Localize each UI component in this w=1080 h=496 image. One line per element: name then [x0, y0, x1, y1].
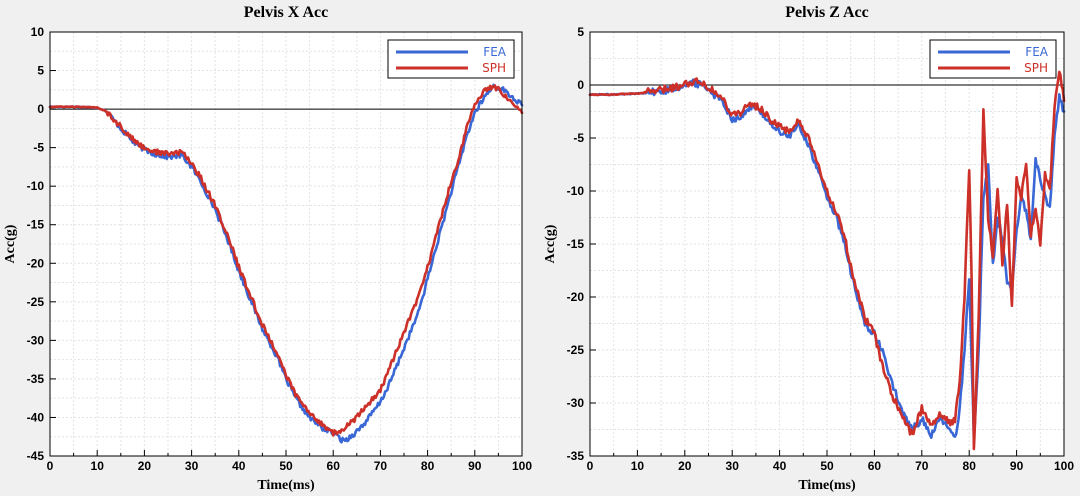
legend: FEA SPH: [929, 39, 1057, 79]
y-tick-label: -35: [567, 449, 585, 463]
legend: FEA SPH: [387, 39, 515, 79]
chart-title: Pelvis X Acc: [244, 4, 328, 21]
y-tick-label: 5: [577, 25, 584, 39]
chart-title: Pelvis Z Acc: [785, 4, 869, 21]
y-tick-label: -45: [27, 449, 45, 463]
series-line-sph: [48, 84, 524, 437]
x-tick-label: 90: [1010, 459, 1024, 473]
y-tick-label: -20: [567, 290, 585, 304]
x-tick-label: 40: [773, 459, 787, 473]
y-axis-label: Acc(g): [3, 224, 18, 263]
x-axis-label: Time(ms): [257, 478, 315, 493]
legend-box: [929, 39, 1057, 79]
legend-label-sph: SPH: [1024, 61, 1048, 75]
y-axis-label: Acc(g): [543, 224, 558, 263]
y-tick-label: -20: [27, 256, 45, 270]
y-tick-label: 0: [577, 78, 584, 92]
x-tick-label: 40: [232, 459, 246, 473]
x-axis-label: Time(ms): [798, 478, 856, 493]
legend-label-fea: FEA: [1025, 45, 1048, 59]
y-tick-label: -15: [567, 237, 585, 251]
x-tick-label: 70: [915, 459, 929, 473]
x-tick-label: 100: [512, 459, 532, 473]
legend-box: [387, 39, 515, 79]
y-tick-label: -30: [27, 333, 45, 347]
x-tick-label: 60: [868, 459, 882, 473]
x-tick-label: 10: [91, 459, 105, 473]
legend-label-fea: FEA: [483, 45, 506, 59]
x-tick-label: 30: [726, 459, 740, 473]
y-tick-label: -10: [27, 179, 45, 193]
series-line-sph: [588, 70, 1066, 451]
chart-pelvis-z-acc: 0 10 20 30 40 50 60 70 80 90 10050-5-10-15-20-25-3…: [543, 4, 1074, 493]
y-tick-label: -5: [573, 131, 584, 145]
x-tick-label: 90: [468, 459, 482, 473]
x-tick-label: 50: [820, 459, 834, 473]
y-tick-label: -30: [567, 396, 585, 410]
x-tick-label: 30: [185, 459, 199, 473]
x-tick-label: 100: [1054, 459, 1074, 473]
x-tick-label: 10: [631, 459, 645, 473]
x-tick-label: 0: [47, 459, 54, 473]
y-tick-label: 0: [37, 102, 44, 116]
y-tick-label: -15: [27, 218, 45, 232]
chart-pelvis-x-acc: 0 10 20 30 40 50 60 70 80 90 1001050-5-10-15-20-25…: [3, 4, 532, 493]
y-tick-label: -5: [33, 141, 44, 155]
x-tick-label: 80: [421, 459, 435, 473]
legend-label-sph: SPH: [482, 61, 506, 75]
y-tick-label: -25: [27, 295, 45, 309]
y-tick-label: -40: [27, 410, 45, 424]
y-tick-label: -10: [567, 184, 585, 198]
y-tick-label: -35: [27, 372, 45, 386]
x-tick-label: 20: [678, 459, 692, 473]
x-tick-label: 0: [587, 459, 594, 473]
x-tick-label: 20: [138, 459, 152, 473]
x-tick-label: 50: [279, 459, 293, 473]
y-tick-label: 10: [31, 25, 45, 39]
x-tick-label: 70: [374, 459, 388, 473]
x-tick-label: 80: [963, 459, 977, 473]
y-tick-label: 5: [37, 64, 44, 78]
y-tick-label: -25: [567, 343, 585, 357]
x-tick-label: 60: [327, 459, 341, 473]
